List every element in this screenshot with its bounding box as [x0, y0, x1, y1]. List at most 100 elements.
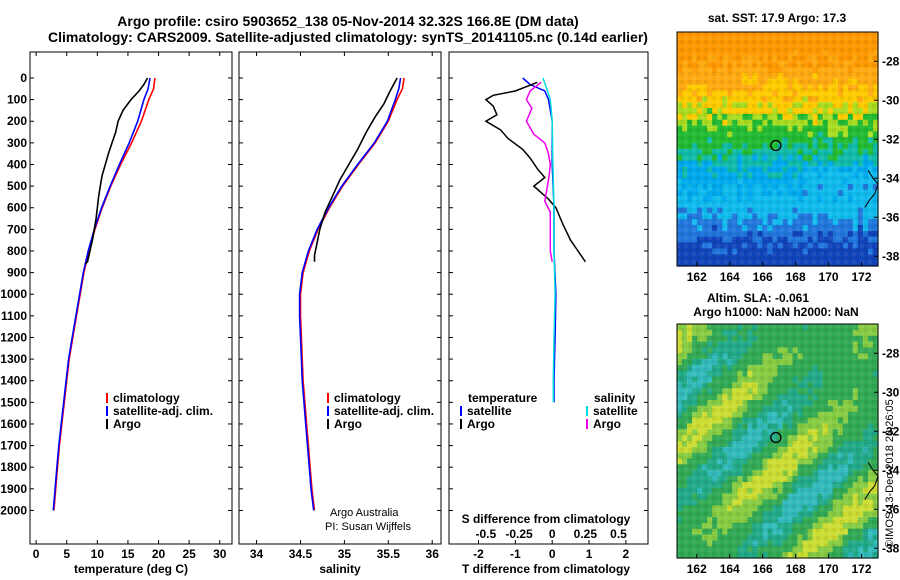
- map-y-tick-label: -32: [882, 132, 900, 146]
- difference-chart: -2 -1 0 1 2 -0.5 -0.25 0 0.25 0.5 temperature salin…: [449, 77, 648, 561]
- coastline: [864, 462, 879, 500]
- series-line-climatology: [53, 77, 156, 511]
- map-y-tick-label: -36: [882, 210, 900, 224]
- x-tick-label: 20: [152, 547, 166, 561]
- x-tick-label: 2: [623, 547, 630, 561]
- series-line-s-argo: [525, 81, 553, 262]
- x-tick-label: 35.5: [377, 547, 401, 561]
- argo-position-marker: [770, 431, 782, 444]
- legend-label: satellite: [593, 404, 638, 418]
- depth-tick-label: 1700: [0, 439, 27, 453]
- imos-credit: ©IMOS 13-Dec-2018 23:26:05: [884, 399, 896, 548]
- legend-label: satellite-adj. clim.: [113, 404, 213, 418]
- difference-xlabel: T difference from climatology: [462, 562, 630, 576]
- map-frame: [676, 323, 879, 559]
- x-tick-label: 0: [549, 547, 556, 561]
- map-x-tick-label: 172: [852, 270, 872, 284]
- map-y-tick-label: -34: [882, 463, 900, 477]
- map-y-tick-label: -30: [882, 385, 900, 399]
- x-tick-label: 10: [91, 547, 105, 561]
- legend-label: satellite-adj. clim.: [334, 404, 434, 418]
- sla-map: 162 164 166 168 170 172 -28 -30 -32 -34 -36 -38: [676, 323, 900, 576]
- coastline: [864, 170, 879, 208]
- map-x-tick-label: 172: [852, 562, 872, 576]
- top-x-tick-label: 0.5: [610, 527, 627, 541]
- depth-tick-label: 1200: [0, 330, 27, 344]
- map-x-tick-label: 170: [819, 562, 839, 576]
- x-tick-label: 35: [338, 547, 352, 561]
- map-x-tick-label: 170: [819, 270, 839, 284]
- series-line-satellite-adj-clim-: [52, 77, 151, 511]
- x-tick-label: 15: [121, 547, 135, 561]
- argo-position-marker: [770, 139, 782, 152]
- legend-label: climatology: [113, 391, 180, 405]
- depth-tick-label: 800: [7, 244, 27, 258]
- sla-map-title-line2: Argo h1000: NaN h2000: NaN: [693, 305, 858, 319]
- depth-tick-label: 1300: [0, 352, 27, 366]
- map-y-tick-label: -28: [882, 54, 900, 68]
- sst-map: 162 164 166 168 170 172 -28 -30 -32 -34 -36 -38: [676, 31, 900, 284]
- x-tick-label: 30: [213, 547, 227, 561]
- series-line-t-argo: [484, 81, 587, 263]
- top-x-tick-label: 0.25: [574, 527, 598, 541]
- depth-tick-label: 0: [20, 71, 27, 85]
- depth-tick-label: 700: [7, 222, 27, 236]
- map-texture: [677, 324, 878, 558]
- depth-tick-label: 1600: [0, 417, 27, 431]
- map-texture: [677, 32, 878, 266]
- sst-map-title: sat. SST: 17.9 Argo: 17.3: [708, 11, 847, 25]
- map-x-tick-label: 166: [753, 270, 773, 284]
- x-tick-label: -2: [473, 547, 484, 561]
- map-x-tick-label: 162: [687, 562, 707, 576]
- top-x-tick-label: -0.25: [505, 527, 533, 541]
- salinity-panel-frame: [238, 51, 442, 545]
- legend-title-salinity: salinity: [594, 391, 636, 405]
- legend-label: satellite: [467, 404, 512, 418]
- salinity-chart: 34 34.5 35 35.5 36 climatologysatellite-adj. …: [239, 52, 441, 561]
- difference-panel-frame: [448, 51, 649, 545]
- series-line-satellite-adj-clim-: [298, 77, 402, 511]
- x-tick-label: 34: [250, 547, 264, 561]
- series-line-argo: [84, 77, 149, 265]
- temperature-xlabel: temperature (deg C): [74, 562, 188, 576]
- map-x-tick-label: 166: [753, 562, 773, 576]
- map-y-tick-label: -38: [882, 541, 900, 555]
- top-x-tick-label: 0: [549, 527, 556, 541]
- depth-tick-label: 400: [7, 157, 27, 171]
- map-x-tick-label: 168: [786, 270, 806, 284]
- map-frame: [676, 31, 879, 267]
- depth-tick-label: 1800: [0, 460, 27, 474]
- map-y-tick-label: -30: [882, 93, 900, 107]
- depth-tick-label: 1400: [0, 374, 27, 388]
- depth-tick-label: 100: [7, 93, 27, 107]
- x-tick-label: -1: [510, 547, 521, 561]
- depth-tick-label: 500: [7, 179, 27, 193]
- temperature-panel-frame: [29, 51, 233, 545]
- x-tick-label: 5: [63, 547, 70, 561]
- map-y-tick-label: -32: [882, 424, 900, 438]
- series-line-climatology: [299, 77, 405, 511]
- depth-tick-label: 1500: [0, 395, 27, 409]
- map-x-tick-label: 162: [687, 270, 707, 284]
- depth-tick-label: 1100: [1, 309, 27, 323]
- credit-line1: Argo Australia: [330, 507, 399, 519]
- map-x-tick-label: 164: [720, 270, 740, 284]
- legend-label: Argo: [113, 417, 141, 431]
- x-tick-label: 36: [426, 547, 440, 561]
- map-y-tick-label: -36: [882, 502, 900, 516]
- sla-map-title-line1: Altim. SLA: -0.061: [707, 291, 809, 305]
- depth-tick-label: 900: [7, 266, 27, 280]
- top-x-tick-label: -0.5: [476, 527, 497, 541]
- series-line-argo: [313, 77, 398, 262]
- depth-tick-label: 2000: [0, 503, 27, 517]
- x-tick-label: 1: [586, 547, 593, 561]
- depth-axis-labels: 0 100 200 300 400 500 600 700 800 900 1000 1100 1200…: [0, 71, 27, 517]
- depth-tick-label: 1900: [0, 482, 27, 496]
- legend-title-temperature: temperature: [468, 391, 538, 405]
- credit-line2: PI: Susan Wijffels: [325, 521, 411, 533]
- legend-label: Argo: [467, 417, 495, 431]
- x-tick-label: 0: [33, 547, 40, 561]
- salinity-xlabel: salinity: [319, 562, 361, 576]
